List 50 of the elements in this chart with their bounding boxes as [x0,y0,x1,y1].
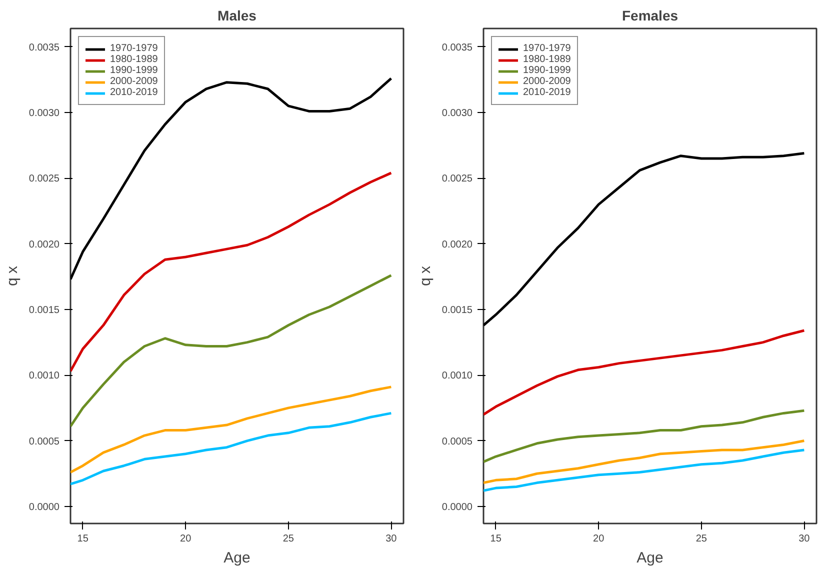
y-tick-label: 0.0015 [442,304,473,316]
line-series [70,77,392,281]
legend-label: 1970-1979 [523,43,571,54]
line-series [484,409,806,464]
y-tick-label: 0.0005 [28,436,60,448]
line-series [484,440,806,484]
legend-label: 1990-1999 [110,65,158,76]
y-tick-label: 0.0025 [442,174,473,185]
legend-label: 1970-1979 [110,43,158,54]
x-tick-label: 25 [282,534,294,544]
x-tick-label: 15 [490,534,502,544]
legend-label: 2000-2009 [110,76,158,87]
line-series [70,172,392,372]
y-tick-label: 0.0030 [28,108,60,120]
y-tick-label: 0.0000 [28,502,60,513]
y-tick-label: 0.0005 [442,436,473,448]
line-series [70,412,392,486]
y-tick-label: 0.0000 [442,502,473,513]
x-tick-label: 15 [77,534,89,544]
x-tick-label: 30 [386,534,398,544]
legend-label: 1980-1989 [110,54,158,65]
line-series [70,274,392,428]
line-series [484,329,806,416]
y-tick-label: 0.0010 [442,370,473,382]
x-axis-title: Age [636,550,664,566]
line-series [70,386,392,474]
y-tick-label: 0.0020 [442,239,473,250]
chart-title: Females [622,8,678,24]
legend-label: 2000-2009 [523,76,571,87]
legend-label: 1990-1999 [523,65,571,76]
chart-title: Males [218,8,257,24]
y-tick-label: 0.0025 [28,174,60,185]
y-axis-title: q x [4,265,21,286]
x-tick-label: 20 [180,534,192,544]
y-tick-label: 0.0020 [28,239,60,250]
y-axis-title: q x [416,265,434,286]
x-axis-title: Age [224,550,250,566]
y-tick-label: 0.0010 [28,370,60,382]
y-tick-label: 0.0030 [442,108,473,120]
line-series [484,448,806,492]
line-series [484,152,806,326]
y-tick-label: 0.0035 [442,42,473,54]
legend-label: 1980-1989 [523,54,571,65]
x-tick-label: 30 [798,534,810,544]
legend-label: 2010-2019 [523,87,571,98]
x-tick-label: 20 [593,534,605,544]
legend-label: 2010-2019 [110,87,158,98]
x-tick-label: 25 [696,534,708,544]
y-tick-label: 0.0015 [28,304,60,316]
y-tick-label: 0.0035 [28,42,60,54]
